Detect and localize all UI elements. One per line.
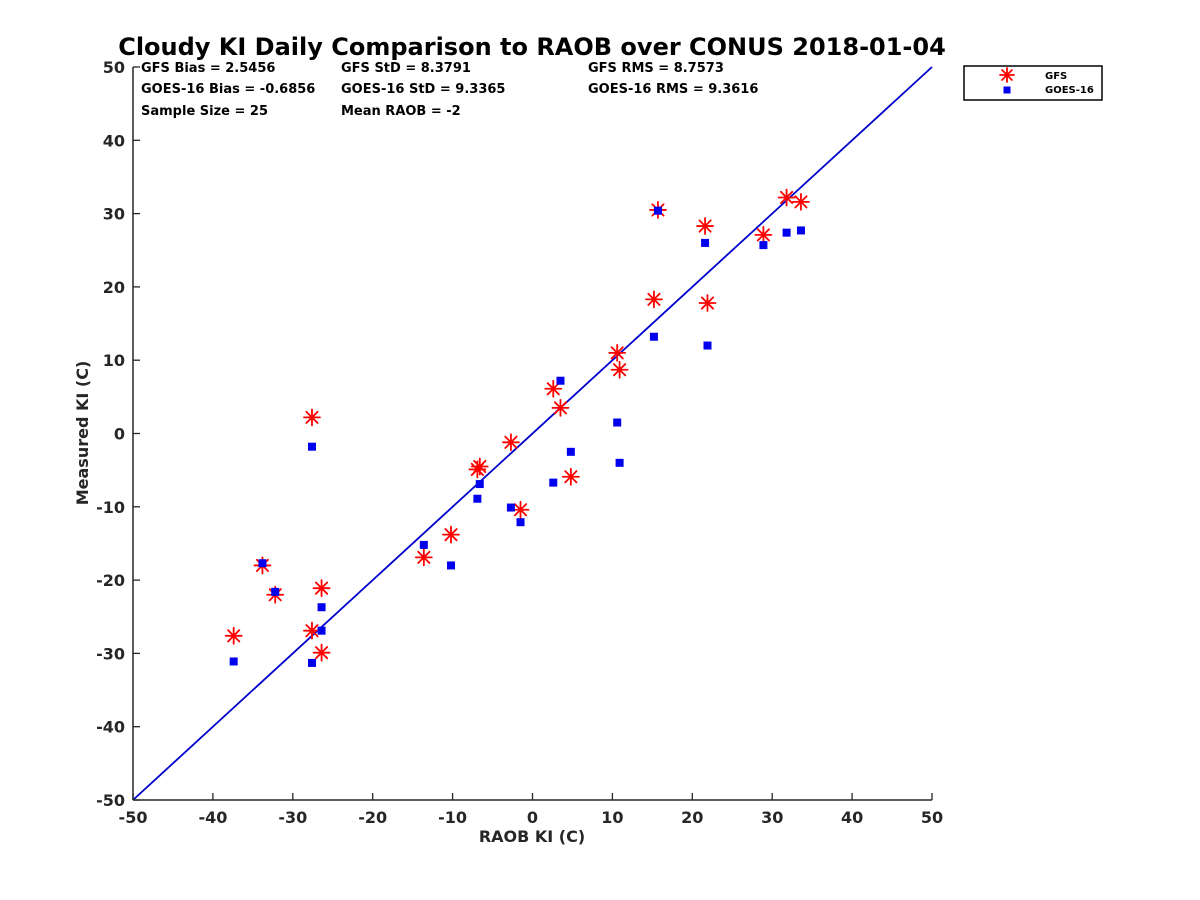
gfs-point: [610, 360, 629, 379]
goes-16-point: [419, 540, 428, 549]
legend-square-icon: [1003, 86, 1011, 94]
x-tick-label: -30: [278, 808, 307, 827]
stat-text: GOES-16 RMS = 9.3616: [588, 82, 758, 97]
goes-16-point: [475, 480, 484, 489]
goes-16-point: [307, 658, 316, 667]
axes: -50 -40 -30 -20 -10 0 10 20 30 40 50 50 40 30 20 10 0 -10…: [96, 58, 943, 827]
chart-title: Cloudy KI Daily Comparison to RAOB over …: [118, 33, 946, 61]
goes-16-point: [317, 626, 326, 635]
gfs-point: [777, 188, 796, 207]
legend-asterisk-icon: [999, 67, 1015, 83]
one-to-one-line: [132, 66, 933, 801]
gfs-point: [544, 379, 563, 398]
y-tick-label: -30: [96, 644, 125, 663]
gfs-point: [502, 433, 520, 452]
reference-line-layer: [132, 66, 933, 801]
goes-16-point: [653, 206, 662, 215]
goes-16-point: [615, 458, 624, 467]
goes-16-point: [258, 559, 267, 568]
statistics-annotations: GFS Bias = 2.5456 GFS StD = 8.3791 GFS RMS…: [141, 61, 758, 119]
stat-text: GFS StD = 8.3791: [341, 61, 471, 76]
goes-16-point: [307, 442, 316, 451]
stat-text: GOES-16 StD = 9.3365: [341, 82, 505, 97]
goes-16-point: [782, 228, 791, 237]
gfs-point: [312, 643, 331, 662]
goes-16-point: [613, 418, 622, 427]
gfs-point: [645, 290, 663, 309]
goes-16-point: [649, 332, 658, 341]
legend-gfs-label: GFS: [1045, 71, 1067, 82]
x-axis-label: RAOB KI (C): [479, 827, 585, 846]
gfs-point: [303, 621, 321, 640]
gfs-point: [698, 294, 717, 312]
gfs-point: [442, 525, 460, 544]
gfs-point: [303, 408, 321, 427]
gfs-point: [754, 225, 773, 244]
stat-text: Sample Size = 25: [141, 104, 268, 119]
legend-gfs-marker: [999, 67, 1015, 83]
goes-16-point: [701, 238, 710, 247]
y-tick-label: -20: [96, 571, 125, 590]
goes-16-point: [759, 241, 768, 250]
y-tick-label: 50: [103, 58, 125, 77]
data-points: [224, 188, 810, 667]
y-axis-label: Measured KI (C): [73, 361, 92, 506]
goes-16-point: [506, 503, 515, 512]
y-tick-label: -10: [96, 498, 125, 517]
gfs-point: [224, 626, 243, 645]
y-tick-label: 10: [103, 351, 125, 370]
goes-16-point: [447, 561, 456, 570]
series-goes-16: [229, 206, 805, 667]
legend-goes-marker: [1003, 86, 1011, 94]
y-tick-label: 30: [103, 205, 125, 224]
x-tick-label: 10: [601, 808, 623, 827]
gfs-point: [792, 192, 810, 211]
gfs-point: [511, 500, 530, 519]
stat-text: GOES-16 Bias = -0.6856: [141, 82, 315, 97]
x-tick-label: -10: [438, 808, 467, 827]
x-tick-label: -20: [358, 808, 387, 827]
stat-text: GFS Bias = 2.5456: [141, 61, 275, 76]
legend-box: [963, 65, 1103, 101]
x-tick-label: 0: [527, 808, 538, 827]
x-tick-label: 30: [761, 808, 783, 827]
gfs-point: [414, 548, 433, 567]
gfs-point: [312, 579, 331, 598]
gfs-point: [561, 467, 580, 486]
y-tick-label: 20: [103, 278, 125, 297]
goes-16-point: [556, 376, 565, 385]
legend: GFS GOES-16: [963, 65, 1103, 101]
goes-16-point: [703, 341, 712, 350]
gfs-point: [608, 343, 627, 362]
goes-16-point: [229, 657, 238, 666]
goes-16-point: [549, 478, 558, 487]
stat-text: GFS RMS = 8.7573: [588, 61, 724, 76]
y-tick-label: -50: [96, 791, 125, 810]
gfs-point: [470, 457, 489, 476]
goes-16-point: [566, 447, 575, 456]
goes-16-point: [516, 518, 525, 527]
x-tick-label: 40: [841, 808, 863, 827]
x-tick-label: 20: [681, 808, 703, 827]
x-tick-label: 50: [921, 808, 943, 827]
x-tick-label: -50: [119, 808, 148, 827]
x-tick-label: -40: [198, 808, 227, 827]
goes-16-point: [317, 603, 326, 612]
y-tick-label: 0: [114, 425, 125, 444]
goes-16-point: [271, 587, 280, 596]
gfs-point: [696, 217, 714, 235]
goes-16-point: [796, 226, 805, 235]
y-tick-label: -40: [96, 718, 125, 737]
legend-goes-label: GOES-16: [1045, 85, 1094, 96]
y-tick-label: 40: [103, 131, 125, 150]
stat-text: Mean RAOB = -2: [341, 104, 461, 119]
gfs-point: [551, 398, 570, 417]
goes-16-point: [473, 494, 482, 503]
